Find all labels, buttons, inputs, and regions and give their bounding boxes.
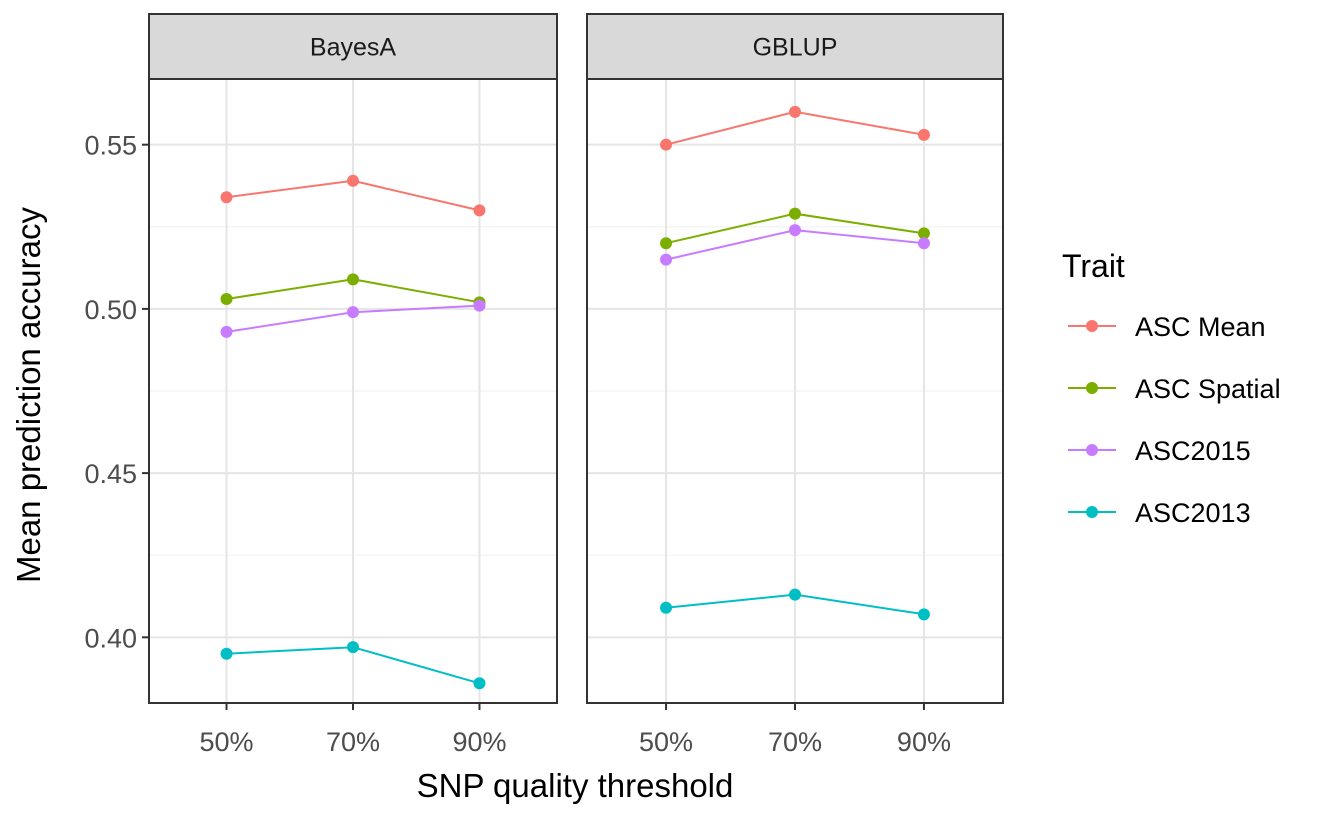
data-point-asc2013 — [347, 641, 359, 654]
legend-item-asc-mean: ASC Mean — [1068, 312, 1266, 342]
data-point-asc-spatial — [789, 207, 801, 220]
data-point-asc-mean — [660, 138, 673, 151]
data-point-asc2013 — [220, 647, 233, 660]
x-axis-title: SNP quality threshold — [417, 767, 734, 804]
x-tick-label: 50% — [199, 727, 253, 757]
legend-label: ASC2015 — [1135, 436, 1251, 466]
data-point-asc-mean — [220, 191, 233, 204]
legend-item-asc-spatial: ASC Spatial — [1068, 374, 1281, 404]
x-tick-label: 70% — [326, 727, 380, 757]
legend-key-point — [1086, 506, 1098, 518]
data-point-asc-spatial — [347, 273, 359, 286]
y-tick-label: 0.55 — [84, 131, 137, 161]
x-tick-label: 90% — [897, 727, 951, 757]
data-point-asc2013 — [473, 677, 486, 690]
facets: BayesA 50% 70% 90% GBLUP 50% 70% 90% — [148, 13, 1004, 757]
legend-label: ASC Spatial — [1135, 374, 1281, 404]
facet-panel-bayesa: BayesA 50% 70% 90% — [148, 13, 558, 757]
data-point-asc-spatial — [220, 293, 233, 306]
legend-label: ASC Mean — [1135, 312, 1266, 342]
y-tick-label: 0.40 — [84, 623, 137, 653]
data-point-asc-mean — [347, 174, 359, 187]
data-point-asc-mean — [917, 128, 930, 141]
x-tick-label: 50% — [639, 727, 693, 757]
data-point-asc2013 — [660, 601, 673, 614]
legend-key-point — [1086, 382, 1098, 394]
legend-title: Trait — [1062, 248, 1125, 284]
data-point-asc2015 — [220, 325, 233, 338]
data-point-asc2015 — [347, 306, 359, 319]
data-point-asc-mean — [473, 204, 486, 217]
data-point-asc2013 — [789, 588, 801, 601]
legend-item-asc2013: ASC2013 — [1068, 498, 1251, 528]
data-point-asc2015 — [917, 237, 930, 250]
legend-key-point — [1086, 320, 1098, 332]
legend: Trait ASC Mean ASC Spatial ASC2015 ASC2013 — [1062, 248, 1281, 528]
facet-strip — [586, 13, 1004, 80]
data-point-asc-spatial — [660, 237, 673, 250]
legend-key-point — [1086, 444, 1098, 456]
y-axis: 0.40 0.45 0.50 0.55 — [84, 131, 149, 653]
data-point-asc2013 — [917, 608, 930, 621]
y-tick-label: 0.45 — [84, 459, 137, 489]
legend-label: ASC2013 — [1135, 498, 1251, 528]
y-tick-label: 0.50 — [84, 295, 137, 325]
data-point-asc-mean — [789, 105, 801, 118]
facet-strip — [148, 13, 558, 80]
y-axis-title: Mean prediction accuracy — [10, 206, 47, 583]
facet-panel-gblup: GBLUP 50% 70% 90% — [586, 13, 1004, 757]
facet-strip-label: BayesA — [310, 34, 396, 62]
x-tick-label: 90% — [452, 727, 506, 757]
data-point-asc2015 — [789, 224, 801, 237]
data-point-asc-spatial — [917, 227, 930, 240]
facet-strip-label: GBLUP — [753, 34, 838, 62]
legend-item-asc2015: ASC2015 — [1068, 436, 1251, 466]
data-point-asc2015 — [473, 299, 486, 312]
x-tick-label: 70% — [768, 727, 822, 757]
data-point-asc2015 — [660, 253, 673, 266]
